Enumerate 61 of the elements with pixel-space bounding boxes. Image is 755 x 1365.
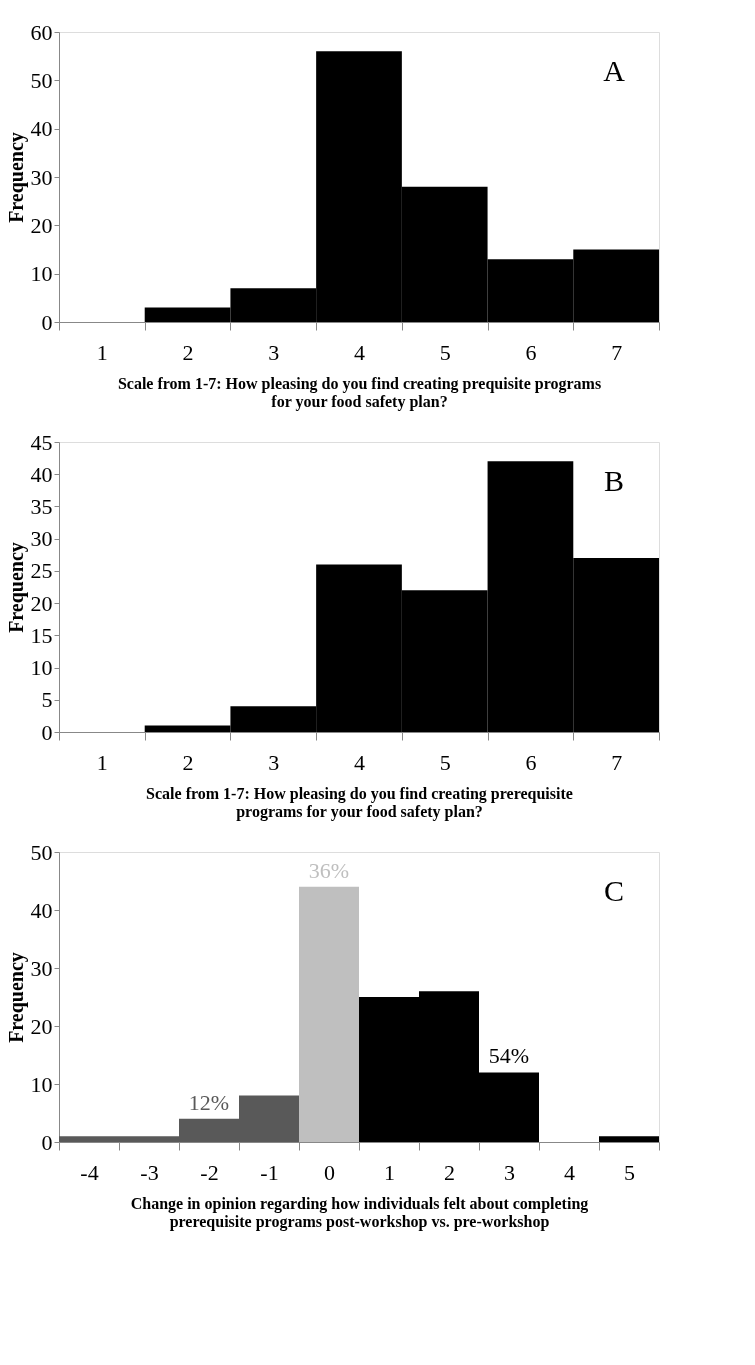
- x-tick-label: -2: [200, 1159, 219, 1185]
- bar: [299, 886, 359, 1142]
- y-tick-label: 60: [30, 19, 53, 45]
- x-tick-label: 4: [354, 749, 365, 775]
- y-tick-label: 40: [30, 461, 53, 487]
- x-tick-label: 7: [611, 339, 623, 365]
- annotation: C: [603, 874, 625, 907]
- y-tick-label: 10: [30, 261, 53, 287]
- y-axis-title: Frequency: [4, 132, 28, 223]
- y-tick-label: 30: [30, 526, 53, 552]
- y-tick-label: 15: [30, 622, 53, 648]
- y-tick-label: 40: [30, 897, 53, 923]
- y-tick-label: 20: [30, 1013, 53, 1039]
- x-tick-label: 3: [268, 749, 280, 775]
- y-axis-title: Frequency: [4, 952, 28, 1043]
- x-tick-label: 0: [324, 1159, 335, 1185]
- y-tick-label: 30: [30, 955, 53, 981]
- x-tick-label: 6: [525, 749, 537, 775]
- y-tick-label: 10: [30, 1071, 53, 1097]
- x-tick-label: 5: [439, 339, 451, 365]
- x-tick-label: 3: [268, 339, 280, 365]
- y-tick-label: 0: [41, 1129, 53, 1155]
- x-tick-label: -1: [260, 1159, 279, 1185]
- y-tick-label: 5: [41, 687, 53, 713]
- y-tick-label: 50: [30, 67, 53, 93]
- x-tick-label: 5: [439, 749, 451, 775]
- x-tick-label: 2: [182, 339, 194, 365]
- x-tick-label: 5: [624, 1159, 635, 1185]
- y-tick-label: 30: [30, 164, 53, 190]
- x-tick-label: 6: [525, 339, 537, 365]
- x-tick-label: 3: [504, 1159, 515, 1185]
- x-axis-title: Scale from 1-7: How pleasing do you find creating prequisite programs for your food safety plan?: [117, 374, 602, 411]
- y-tick-label: 20: [30, 212, 53, 238]
- x-tick-label: 2: [444, 1159, 455, 1185]
- y-axis-title: Frequency: [4, 542, 28, 633]
- x-tick-label: 1: [384, 1159, 395, 1185]
- y-tick-label: 50: [30, 839, 53, 865]
- y-tick-label: 40: [30, 116, 53, 142]
- annotation: 12%: [188, 1089, 230, 1115]
- y-tick-label: 0: [41, 309, 53, 335]
- x-tick-label: 1: [96, 749, 108, 775]
- x-tick-label: -4: [80, 1159, 99, 1185]
- x-tick-label: -3: [140, 1159, 159, 1185]
- x-axis-title: Scale from 1-7: How pleasing do you find creating prerequisite programs for your food safety plan?: [146, 784, 573, 821]
- y-tick-label: 35: [30, 493, 53, 519]
- x-tick-label: 4: [354, 339, 365, 365]
- y-tick-label: 0: [41, 719, 53, 745]
- y-tick-label: 20: [30, 590, 53, 616]
- y-tick-label: 25: [30, 558, 53, 584]
- bar: [599, 1136, 659, 1142]
- y-tick-label: 45: [30, 429, 53, 455]
- annotation: A: [603, 54, 626, 87]
- annotation: B: [603, 464, 625, 497]
- annotation: 54%: [488, 1043, 530, 1069]
- x-axis-title: Change in opinion regarding how individuals felt about completing prerequisite programs post-workshop vs. pre-workshop: [130, 1194, 589, 1231]
- y-tick-label: 10: [30, 655, 53, 681]
- x-tick-label: 7: [611, 749, 623, 775]
- annotation: 36%: [308, 857, 350, 883]
- x-tick-label: 4: [564, 1159, 575, 1185]
- x-tick-label: 2: [182, 749, 194, 775]
- x-tick-label: 1: [96, 339, 108, 365]
